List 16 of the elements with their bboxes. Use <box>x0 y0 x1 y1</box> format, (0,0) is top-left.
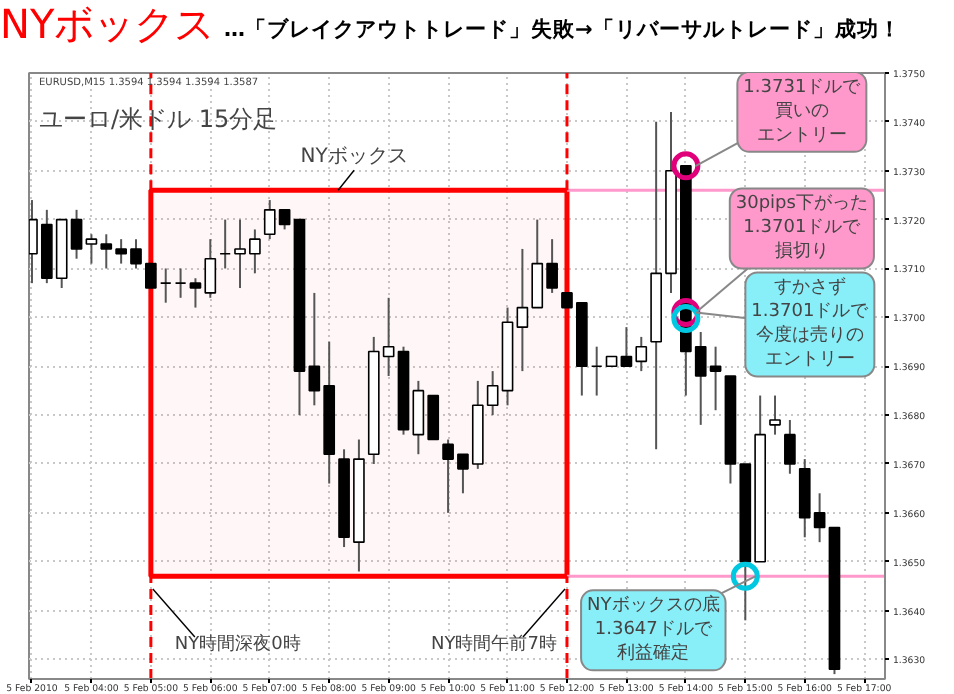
candlestick <box>784 418 796 475</box>
annotation: NYボックスの底1.3647ドルで利益確定 <box>587 594 720 665</box>
candlestick <box>590 345 603 397</box>
ref-line-label: NY時間午前7時 <box>430 633 557 655</box>
annotation: 30pips下がった1.3701ドルで損切り <box>735 194 868 263</box>
annotation: すかさず1.3701ドルで今度は売りのエントリー <box>751 276 871 371</box>
candlestick <box>769 394 781 436</box>
ref-line-label: NY時間深夜0時 <box>174 633 301 655</box>
chart-title: NYボックス <box>0 0 215 48</box>
band-label: NYボックス <box>300 146 408 169</box>
candlestick <box>219 218 232 270</box>
candlestick <box>174 267 187 299</box>
candlestick <box>159 267 172 304</box>
chart-subtitle: …「ブレイクアウトトレード」失敗→「リバーサルトレード」成功！ <box>224 16 901 44</box>
annotation: ユーロ/米ドル 15分足 <box>39 105 278 133</box>
annotation: 1.3731ドルで買いのエントリー <box>743 77 863 146</box>
